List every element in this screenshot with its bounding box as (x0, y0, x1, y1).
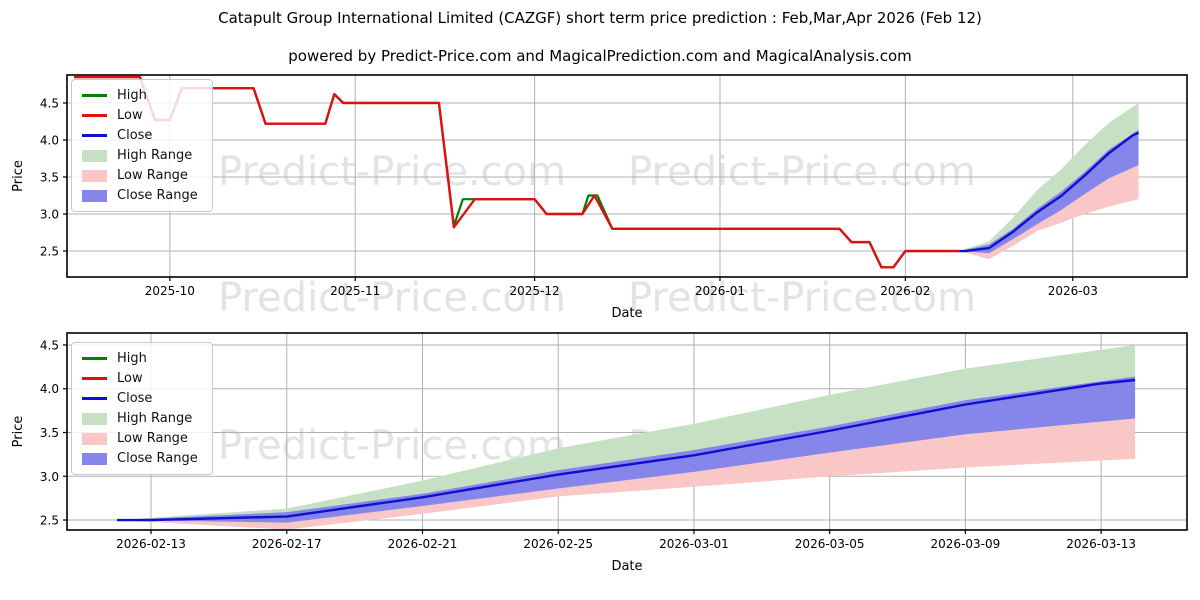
close-range-swatch (82, 189, 107, 202)
legend-label: Close (117, 128, 153, 143)
y-tick-label: 2.5 (40, 514, 59, 528)
high-line-swatch (82, 357, 107, 360)
legend-label: Close Range (117, 451, 198, 466)
low-line-swatch (82, 114, 107, 117)
chart-subtitle: powered by Predict-Price.com and Magical… (288, 47, 912, 65)
close-line (117, 378, 1136, 522)
legend-forecast: High Low Close High Range Low Range Clos… (71, 342, 213, 475)
legend-item-close-range: Close Range (82, 187, 198, 204)
y-tick-label: 3.5 (40, 426, 59, 440)
close-line-swatch (82, 134, 107, 137)
legend-item-close: Close (82, 390, 198, 407)
legend-label: High Range (117, 148, 193, 163)
plot-border (66, 332, 1188, 531)
legend-item-low-range: Low Range (82, 430, 198, 447)
x-tick-label: 2026-02-17 (252, 537, 322, 551)
legend-item-high-range: High Range (82, 410, 198, 427)
x-axis-label: Date (611, 306, 642, 321)
y-tick-label: 2.5 (40, 245, 59, 259)
forecast-chart: 2026-02-13 2026-02-17 2026-02-21 2026-02-25… (11, 332, 1188, 574)
x-tick-label: 2026-01 (695, 284, 745, 298)
low-range-band (117, 418, 1136, 530)
low-range-band (959, 165, 1139, 260)
y-axis-label: Price (11, 416, 26, 448)
plot-border (66, 74, 1188, 278)
high-range-band (117, 344, 1136, 521)
x-axis-label: Date (611, 559, 642, 574)
legend-item-high: High (82, 350, 198, 367)
legend-item-high: High (82, 87, 198, 104)
legend-item-close-range: Close Range (82, 450, 198, 467)
legend-item-close: Close (82, 127, 198, 144)
legend-label: Close (117, 391, 153, 406)
x-tick-label: 2025-12 (510, 284, 560, 298)
y-axis-label: Price (11, 160, 26, 192)
x-tick-label: 2026-02 (880, 284, 930, 298)
x-tick-label: 2025-10 (145, 284, 195, 298)
y-tick-label: 4.0 (40, 382, 59, 396)
y-tick-label: 3.5 (40, 170, 59, 184)
legend-label: High (117, 351, 147, 366)
legend-item-high-range: High Range (82, 147, 198, 164)
low-range-swatch (82, 169, 107, 182)
y-tick-label: 3.0 (40, 470, 59, 484)
x-tick-label: 2026-03-13 (1066, 537, 1136, 551)
x-tick-label: 2026-03-01 (659, 537, 729, 551)
chart-title: Catapult Group International Limited (CA… (218, 9, 982, 27)
watermark-text: Predict-Price.com (628, 275, 976, 321)
legend-label: Low Range (117, 431, 188, 446)
close-range-band (959, 129, 1139, 254)
legend-item-low: Low (82, 370, 198, 387)
y-tick-label: 4.5 (40, 96, 59, 110)
close-range-band (117, 376, 1136, 523)
legend-label: High (117, 88, 147, 103)
high-line-swatch (82, 94, 107, 97)
y-tick-label: 3.0 (40, 208, 59, 222)
close-line (959, 131, 1140, 253)
x-tick-label: 2026-03-05 (795, 537, 865, 551)
legend-label: Low (117, 371, 143, 386)
legend-label: Close Range (117, 188, 198, 203)
legend-label: Low (117, 108, 143, 123)
close-line-swatch (82, 397, 107, 400)
y-tick-label: 4.0 (40, 133, 59, 147)
x-tick-label: 2026-02-21 (388, 537, 458, 551)
x-tick-label: 2026-02-13 (116, 537, 186, 551)
low-range-swatch (82, 432, 107, 445)
x-tick-label: 2025-11 (330, 284, 380, 298)
high-range-swatch (82, 412, 107, 425)
watermark-text: Predict-Price.com (218, 275, 566, 321)
x-tick-label: 2026-02-25 (523, 537, 593, 551)
high-range-band (959, 102, 1139, 252)
x-tick-label: 2026-03 (1048, 284, 1098, 298)
watermark-text: Predict-Price.com (218, 149, 566, 195)
legend-history: High Low Close High Range Low Range Clos… (71, 79, 213, 212)
x-tick-label: 2026-03-09 (931, 537, 1001, 551)
low-line-swatch (82, 377, 107, 380)
legend-label: High Range (117, 411, 193, 426)
legend-item-low: Low (82, 107, 198, 124)
legend-label: Low Range (117, 168, 188, 183)
close-range-swatch (82, 452, 107, 465)
y-tick-label: 4.5 (40, 338, 59, 352)
legend-item-low-range: Low Range (82, 167, 198, 184)
watermark-text: Predict-Price.com (628, 149, 976, 195)
high-range-swatch (82, 149, 107, 162)
